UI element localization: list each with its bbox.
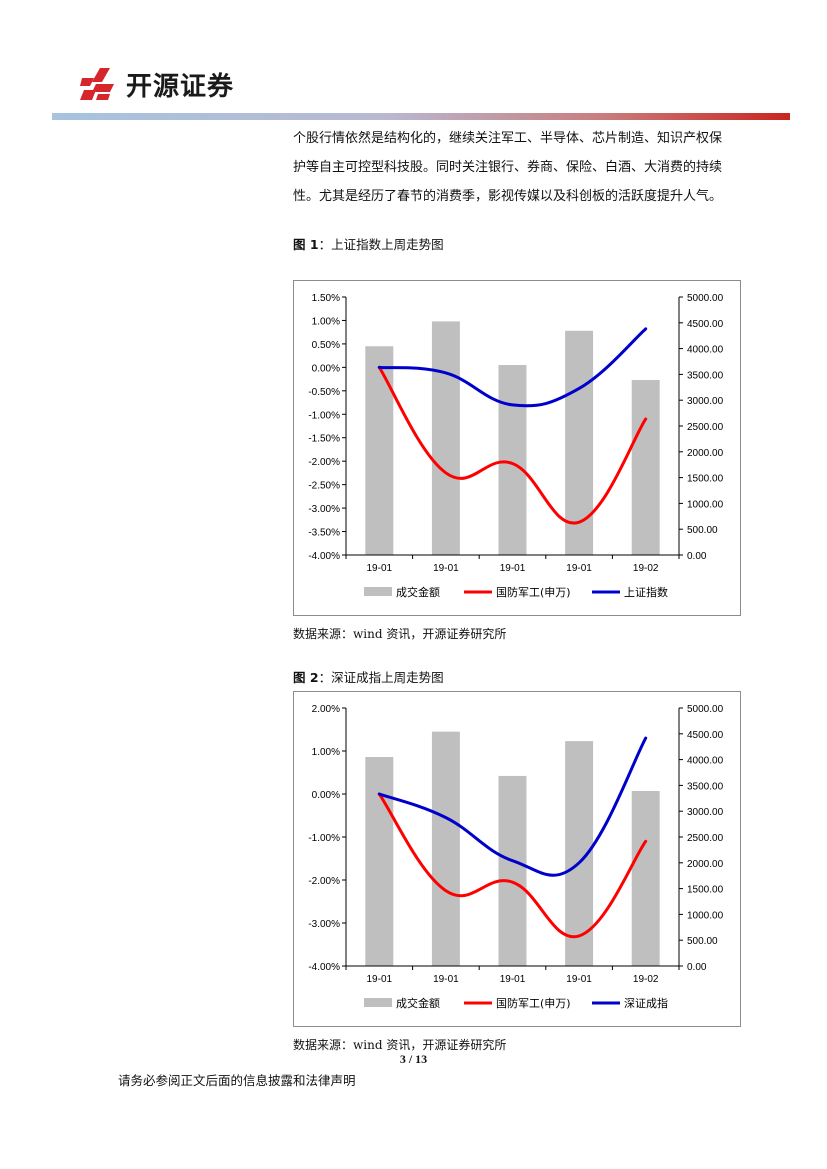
company-logo: 开源证券 xyxy=(80,66,234,102)
left-axis-tick-label: 0.00% xyxy=(312,790,340,801)
right-axis-tick-label: 2000.00 xyxy=(687,859,724,870)
right-axis-tick-label: 4500.00 xyxy=(687,319,724,330)
right-axis-tick-label: 4000.00 xyxy=(687,345,724,356)
series-line xyxy=(377,792,648,939)
x-axis-tick-label: 19-01 xyxy=(500,974,526,985)
right-axis-tick-label: 0.00 xyxy=(687,962,707,973)
series-line xyxy=(377,327,648,408)
x-axis-tick-label: 19-01 xyxy=(433,974,459,985)
figure-2-title: 图 2：深证成指上周走势图 xyxy=(293,667,444,686)
left-axis-tick-label: -3.00% xyxy=(308,504,340,515)
bar xyxy=(631,790,660,966)
bar xyxy=(431,731,460,966)
legend-label: 上证指数 xyxy=(624,585,668,599)
left-axis-tick-label: -0.50% xyxy=(308,387,340,398)
x-axis-tick-label: 19-01 xyxy=(367,563,393,574)
bar xyxy=(365,346,394,555)
bar xyxy=(631,380,660,555)
x-axis-tick-label: 19-01 xyxy=(566,974,592,985)
left-axis-tick-label: -1.50% xyxy=(308,434,340,445)
figure-1-source: 数据来源：wind 资讯，开源证券研究所 xyxy=(293,627,507,641)
left-axis-tick-label: -1.00% xyxy=(308,833,340,844)
bar xyxy=(498,775,527,966)
right-axis-tick-label: 4000.00 xyxy=(687,756,724,767)
left-axis-tick-label: 0.50% xyxy=(312,340,340,351)
series-line xyxy=(377,365,648,525)
legend-label: 国防军工(申万) xyxy=(496,585,571,599)
right-axis-tick-label: 5000.00 xyxy=(687,704,724,715)
right-axis-tick-label: 3000.00 xyxy=(687,396,724,407)
page-number: 3 / 13 xyxy=(399,1052,428,1066)
bar xyxy=(498,365,527,555)
x-axis-tick-label: 19-02 xyxy=(633,563,659,574)
legend-label: 成交金额 xyxy=(396,585,440,599)
bar xyxy=(365,757,394,966)
legend-swatch xyxy=(364,998,392,1007)
x-axis-tick-label: 19-01 xyxy=(500,563,526,574)
legend-label: 国防军工(申万) xyxy=(496,996,571,1010)
right-axis-tick-label: 2500.00 xyxy=(687,422,724,433)
left-axis-tick-label: -4.00% xyxy=(308,551,340,562)
left-axis-tick-label: 0.00% xyxy=(312,363,340,374)
x-axis-tick-label: 19-02 xyxy=(633,974,659,985)
figure-2-source: 数据来源：wind 资讯，开源证券研究所 xyxy=(293,1038,507,1052)
chart-2: 2.00% 1.00% 0.00% -1.00% -2.00% -3.00% -4.00% 5… xyxy=(308,704,724,1010)
legend-label: 成交金额 xyxy=(396,996,440,1010)
figure-2-label: 图 2 xyxy=(293,670,319,685)
left-axis-tick-label: -2.50% xyxy=(308,481,340,492)
right-axis-tick-label: 500.00 xyxy=(687,936,718,947)
left-axis-tick-label: -2.00% xyxy=(308,457,340,468)
right-axis-tick-label: 4500.00 xyxy=(687,730,724,741)
left-axis-tick-label: 1.50% xyxy=(312,293,340,304)
body-line: 个股行情依然是结构化的，继续关注军工、半导体、芯片制造、知识产权保 xyxy=(293,131,723,146)
legend-label: 深证成指 xyxy=(624,996,668,1010)
company-name: 开源证券 xyxy=(126,71,235,102)
figure-1-caption: ：上证指数上周走势图 xyxy=(318,237,444,252)
left-axis-tick-label: 1.00% xyxy=(312,747,340,758)
x-axis-tick-label: 19-01 xyxy=(566,563,592,574)
body-line: 护等自主可控型科技股。同时关注银行、券商、保险、白酒、大消费的持续 xyxy=(293,160,723,175)
body-line: 性。尤其是经历了春节的消费季，影视传媒以及科创板的活跃度提升人气。 xyxy=(293,189,723,204)
legal-disclaimer: 请务必参阅正文后面的信息披露和法律声明 xyxy=(118,1073,356,1088)
chart-2-frame: 2.00% 1.00% 0.00% -1.00% -2.00% -3.00% -4.00% 5… xyxy=(293,691,741,1027)
left-axis-tick-label: -2.00% xyxy=(308,876,340,887)
left-axis-tick-label: -3.50% xyxy=(308,528,340,539)
x-axis-tick-label: 19-01 xyxy=(367,974,393,985)
left-axis-tick-label: 1.00% xyxy=(312,316,340,327)
right-axis-tick-label: 3500.00 xyxy=(687,370,724,381)
right-axis-tick-label: 500.00 xyxy=(687,525,718,536)
header-divider xyxy=(52,113,790,120)
left-axis-tick-label: 2.00% xyxy=(312,704,340,715)
right-axis-tick-label: 0.00 xyxy=(687,551,707,562)
right-axis-tick-label: 1000.00 xyxy=(687,910,724,921)
figure-2-caption: ：深证成指上周走势图 xyxy=(318,670,444,685)
bar xyxy=(431,321,460,555)
right-axis-tick-label: 1000.00 xyxy=(687,499,724,510)
right-axis-tick-label: 3500.00 xyxy=(687,781,724,792)
left-axis-tick-label: -1.00% xyxy=(308,410,340,421)
right-axis-tick-label: 1500.00 xyxy=(687,474,724,485)
right-axis-tick-label: 2500.00 xyxy=(687,833,724,844)
chart-1: 1.50% 1.00% 0.50% 0.00% -0.50% -1.00% -1.50% -2… xyxy=(308,293,724,599)
x-axis-tick-label: 19-01 xyxy=(433,563,459,574)
legend-swatch xyxy=(364,587,392,596)
right-axis-tick-label: 5000.00 xyxy=(687,293,724,304)
series-line xyxy=(377,736,648,877)
left-axis-tick-label: -3.00% xyxy=(308,919,340,930)
right-axis-tick-label: 2000.00 xyxy=(687,448,724,459)
right-axis-tick-label: 3000.00 xyxy=(687,807,724,818)
figure-1-title: 图 1：上证指数上周走势图 xyxy=(293,234,444,253)
right-axis-tick-label: 1500.00 xyxy=(687,885,724,896)
body-paragraph: 个股行情依然是结构化的，继续关注军工、半导体、芯片制造、知识产权保 护等自主可控… xyxy=(293,124,773,211)
left-axis-tick-label: -4.00% xyxy=(308,962,340,973)
logo-mark-icon xyxy=(80,68,114,100)
figure-1-label: 图 1 xyxy=(293,237,319,252)
chart-1-frame: 1.50% 1.00% 0.50% 0.00% -0.50% -1.00% -1.50% -2… xyxy=(293,280,741,616)
